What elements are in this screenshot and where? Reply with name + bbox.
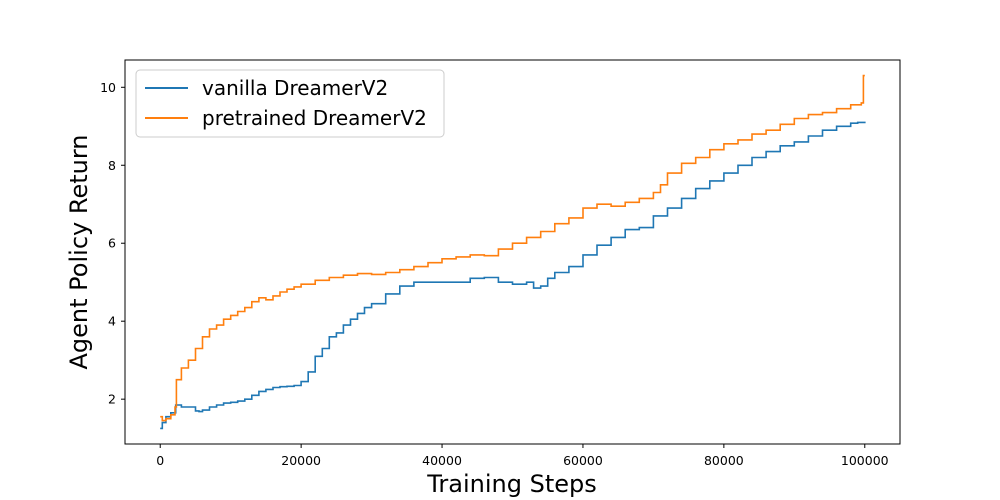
x-tick-label: 80000 [704, 453, 744, 468]
x-axis-title: Training Steps [426, 470, 596, 498]
plot-area-frame [124, 59, 901, 445]
y-tick-label: 4 [108, 314, 116, 329]
x-tick-label: 40000 [422, 453, 462, 468]
y-tick-label: 10 [100, 80, 116, 95]
legend: vanilla DreamerV2 pretrained DreamerV2 [135, 69, 445, 138]
series-line-vanilla-dreamerv2 [160, 121, 866, 430]
y-tick-label: 2 [108, 392, 116, 407]
x-tick-label: 60000 [563, 453, 603, 468]
series-layer [160, 74, 866, 430]
y-axis-ticks: 2 4 6 8 10 [100, 80, 125, 407]
y-tick-label: 8 [108, 158, 116, 173]
x-tick-label: 0 [156, 453, 164, 468]
legend-label-vanilla: vanilla DreamerV2 [202, 76, 388, 100]
y-axis-title: Agent Policy Return [65, 135, 93, 370]
y-tick-label: 6 [108, 236, 116, 251]
legend-label-pretrained: pretrained DreamerV2 [202, 106, 427, 130]
x-axis-ticks: 0 20000 40000 60000 80000 100000 [156, 444, 889, 468]
legend-box [135, 69, 445, 138]
x-tick-label: 100000 [841, 453, 889, 468]
x-tick-label: 20000 [281, 453, 321, 468]
series-line-pretrained-dreamerv2 [160, 74, 865, 422]
